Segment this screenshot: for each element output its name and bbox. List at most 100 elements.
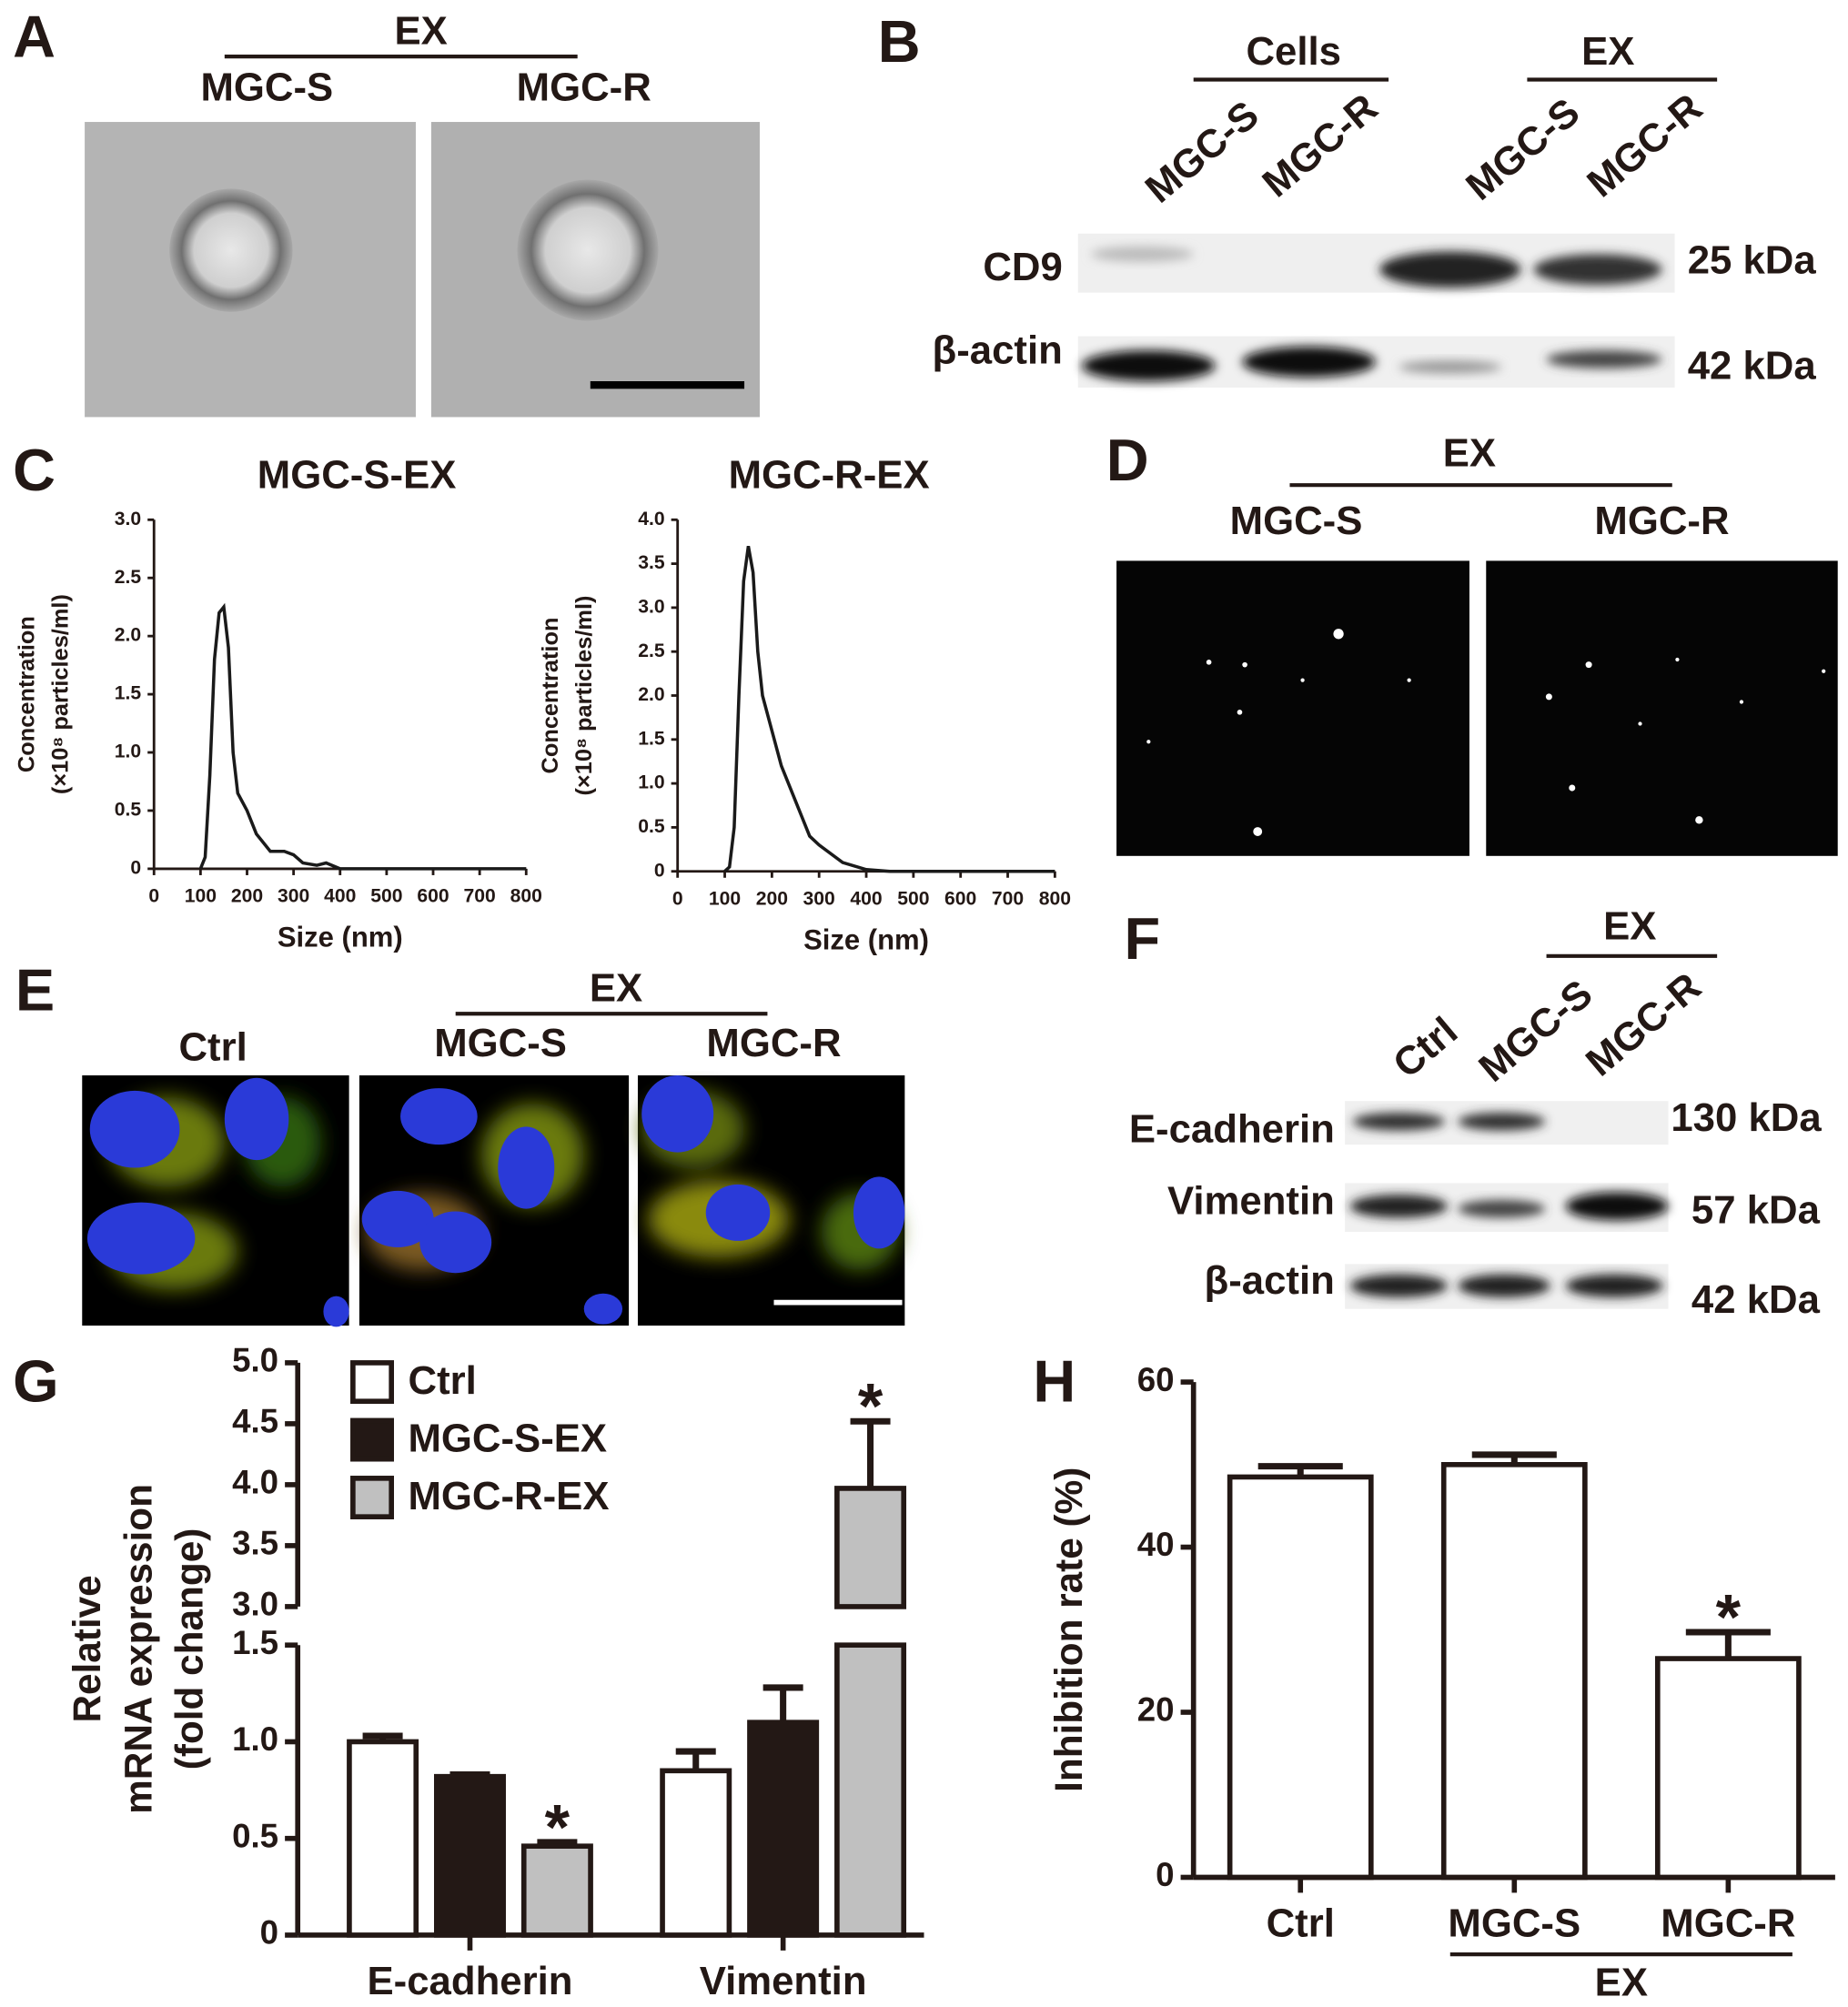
y-tick-label: 4.0 bbox=[232, 1464, 278, 1501]
x-tick-label: 100 bbox=[709, 888, 741, 909]
size-label: 42 kDa bbox=[1688, 343, 1817, 388]
lane-label: MGC-S bbox=[434, 1021, 567, 1065]
legend-label: MGC-R-EX bbox=[409, 1474, 610, 1518]
y-tick-label: 2.0 bbox=[115, 625, 141, 646]
panel-label: A bbox=[13, 3, 56, 69]
size-label: 25 kDa bbox=[1688, 238, 1817, 283]
panel-label: G bbox=[13, 1347, 58, 1414]
bar bbox=[1654, 1656, 1802, 1881]
lane-label: MGC-R bbox=[1579, 86, 1711, 207]
x-tick-label: 100 bbox=[185, 886, 217, 907]
bar bbox=[1440, 1461, 1588, 1881]
lane-label: MGC-R bbox=[706, 1021, 841, 1065]
lane-label: MGC-R bbox=[517, 65, 651, 109]
x-tick-label: 400 bbox=[850, 888, 882, 909]
y-tick-label: 2.0 bbox=[638, 684, 664, 705]
row-label: β-actin bbox=[933, 328, 1063, 372]
lane-label: MGC-S bbox=[1470, 972, 1601, 1091]
blot-band bbox=[1458, 1112, 1546, 1131]
group-label: EX bbox=[1581, 29, 1634, 74]
chart-title: MGC-R-EX bbox=[729, 452, 930, 497]
panel-f: F EX Ctrl MGC-S MGC-R E-cadherin Vimenti… bbox=[1125, 904, 1823, 1322]
y-tick-label: 3.5 bbox=[638, 552, 665, 573]
panel-d: D EX MGC-S MGC-R bbox=[1106, 427, 1838, 856]
x-tick-label: 800 bbox=[510, 886, 542, 907]
blot-band bbox=[1242, 346, 1376, 378]
x-axis-label: Size (nm) bbox=[803, 923, 929, 955]
blot-band bbox=[1081, 350, 1216, 381]
bar bbox=[747, 1720, 820, 1938]
x-tick-label: 500 bbox=[370, 886, 402, 907]
group-label: EX bbox=[1443, 430, 1496, 475]
blot-band bbox=[1352, 1112, 1446, 1131]
particles bbox=[1146, 629, 1826, 836]
chart: G Relative mRNA expression (fold change) 0 0.… bbox=[13, 1342, 924, 2003]
y-tick-label: 0 bbox=[130, 857, 141, 878]
y-tick-label: 1.5 bbox=[638, 728, 665, 749]
blot-band bbox=[1090, 246, 1194, 262]
x-tick-label: 800 bbox=[1039, 888, 1071, 909]
vesicle bbox=[517, 179, 659, 321]
legend-label: MGC-S-EX bbox=[409, 1416, 608, 1460]
x-tick-label: MGC-S bbox=[1448, 1901, 1580, 1946]
chart: MGC-R-EX Concentration (×10⁸ particles/ml)… bbox=[538, 452, 1071, 955]
bar bbox=[347, 1739, 419, 1938]
bar bbox=[660, 1768, 732, 1938]
y-tick-label: 1.0 bbox=[232, 1720, 278, 1758]
lane-label: MGC-R bbox=[1254, 86, 1386, 207]
legend-label: Ctrl bbox=[409, 1358, 477, 1403]
y-axis-label: (×10⁸ particles/ml) bbox=[47, 594, 73, 794]
blot-band bbox=[1379, 251, 1521, 287]
y-tick-label: 0.5 bbox=[638, 816, 665, 837]
x-tick-label: 500 bbox=[897, 888, 929, 909]
x-tick-label: 600 bbox=[417, 886, 449, 907]
y-tick-label: 1.0 bbox=[115, 741, 141, 762]
x-tick-label: Vimentin bbox=[700, 1959, 867, 2003]
size-label: 57 kDa bbox=[1691, 1187, 1821, 1232]
x-tick-label: 300 bbox=[278, 886, 309, 907]
x-tick-label: 700 bbox=[464, 886, 496, 907]
y-tick-label: 2.5 bbox=[115, 567, 142, 588]
line-series bbox=[198, 602, 527, 871]
panel-label: E bbox=[15, 956, 55, 1023]
lane-label: Ctrl bbox=[178, 1024, 247, 1069]
x-tick-label: 400 bbox=[324, 886, 356, 907]
y-tick-label: 3.5 bbox=[232, 1525, 278, 1562]
x-tick-label: Ctrl bbox=[1267, 1901, 1335, 1946]
blot-band bbox=[1349, 1195, 1448, 1218]
panel-label: H bbox=[1033, 1347, 1075, 1414]
vesicle bbox=[169, 188, 293, 312]
x-tick-label: E-cadherin bbox=[368, 1959, 573, 2003]
error-bar bbox=[675, 1748, 716, 1771]
x-tick-label: MGC-R bbox=[1661, 1901, 1795, 1946]
blot-band bbox=[1533, 254, 1662, 286]
x-tick-label: 700 bbox=[992, 888, 1024, 909]
panel-a: A EX MGC-S MGC-R bbox=[13, 3, 760, 418]
panel-e: E Ctrl EX MGC-S MGC-R bbox=[15, 956, 905, 1327]
y-axis-label: (fold change) bbox=[168, 1528, 211, 1770]
x-tick-label: 0 bbox=[672, 888, 683, 909]
y-tick-label: 4.0 bbox=[638, 509, 664, 529]
legend-swatch bbox=[350, 1476, 394, 1519]
y-tick-label: 3.0 bbox=[232, 1586, 278, 1623]
group-label: Cells bbox=[1246, 29, 1340, 74]
row-label: Vimentin bbox=[1167, 1179, 1335, 1224]
chart: C MGC-S-EX Concentration (×10⁸ particles/ml… bbox=[13, 437, 542, 953]
x-tick-label: 200 bbox=[231, 886, 263, 907]
y-tick-label: 1.0 bbox=[638, 772, 664, 793]
y-axis-label: (×10⁸ particles/ml) bbox=[571, 595, 597, 795]
y-tick-label: 0.5 bbox=[232, 1817, 278, 1854]
significance-mark: * bbox=[545, 1790, 571, 1862]
y-tick-label: 0 bbox=[260, 1914, 278, 1952]
row-label: β-actin bbox=[1205, 1258, 1335, 1303]
significance-mark: * bbox=[858, 1370, 884, 1442]
y-tick-label: 3.0 bbox=[115, 509, 141, 529]
size-label: 42 kDa bbox=[1691, 1277, 1821, 1322]
y-tick-label: 60 bbox=[1137, 1361, 1175, 1398]
lane-label: MGC-S bbox=[1137, 92, 1267, 211]
y-tick-label: 1.5 bbox=[115, 683, 142, 704]
panel-label: D bbox=[1106, 427, 1149, 493]
lane-label: MGC-R bbox=[1578, 964, 1710, 1085]
group-label: EX bbox=[1603, 904, 1656, 949]
